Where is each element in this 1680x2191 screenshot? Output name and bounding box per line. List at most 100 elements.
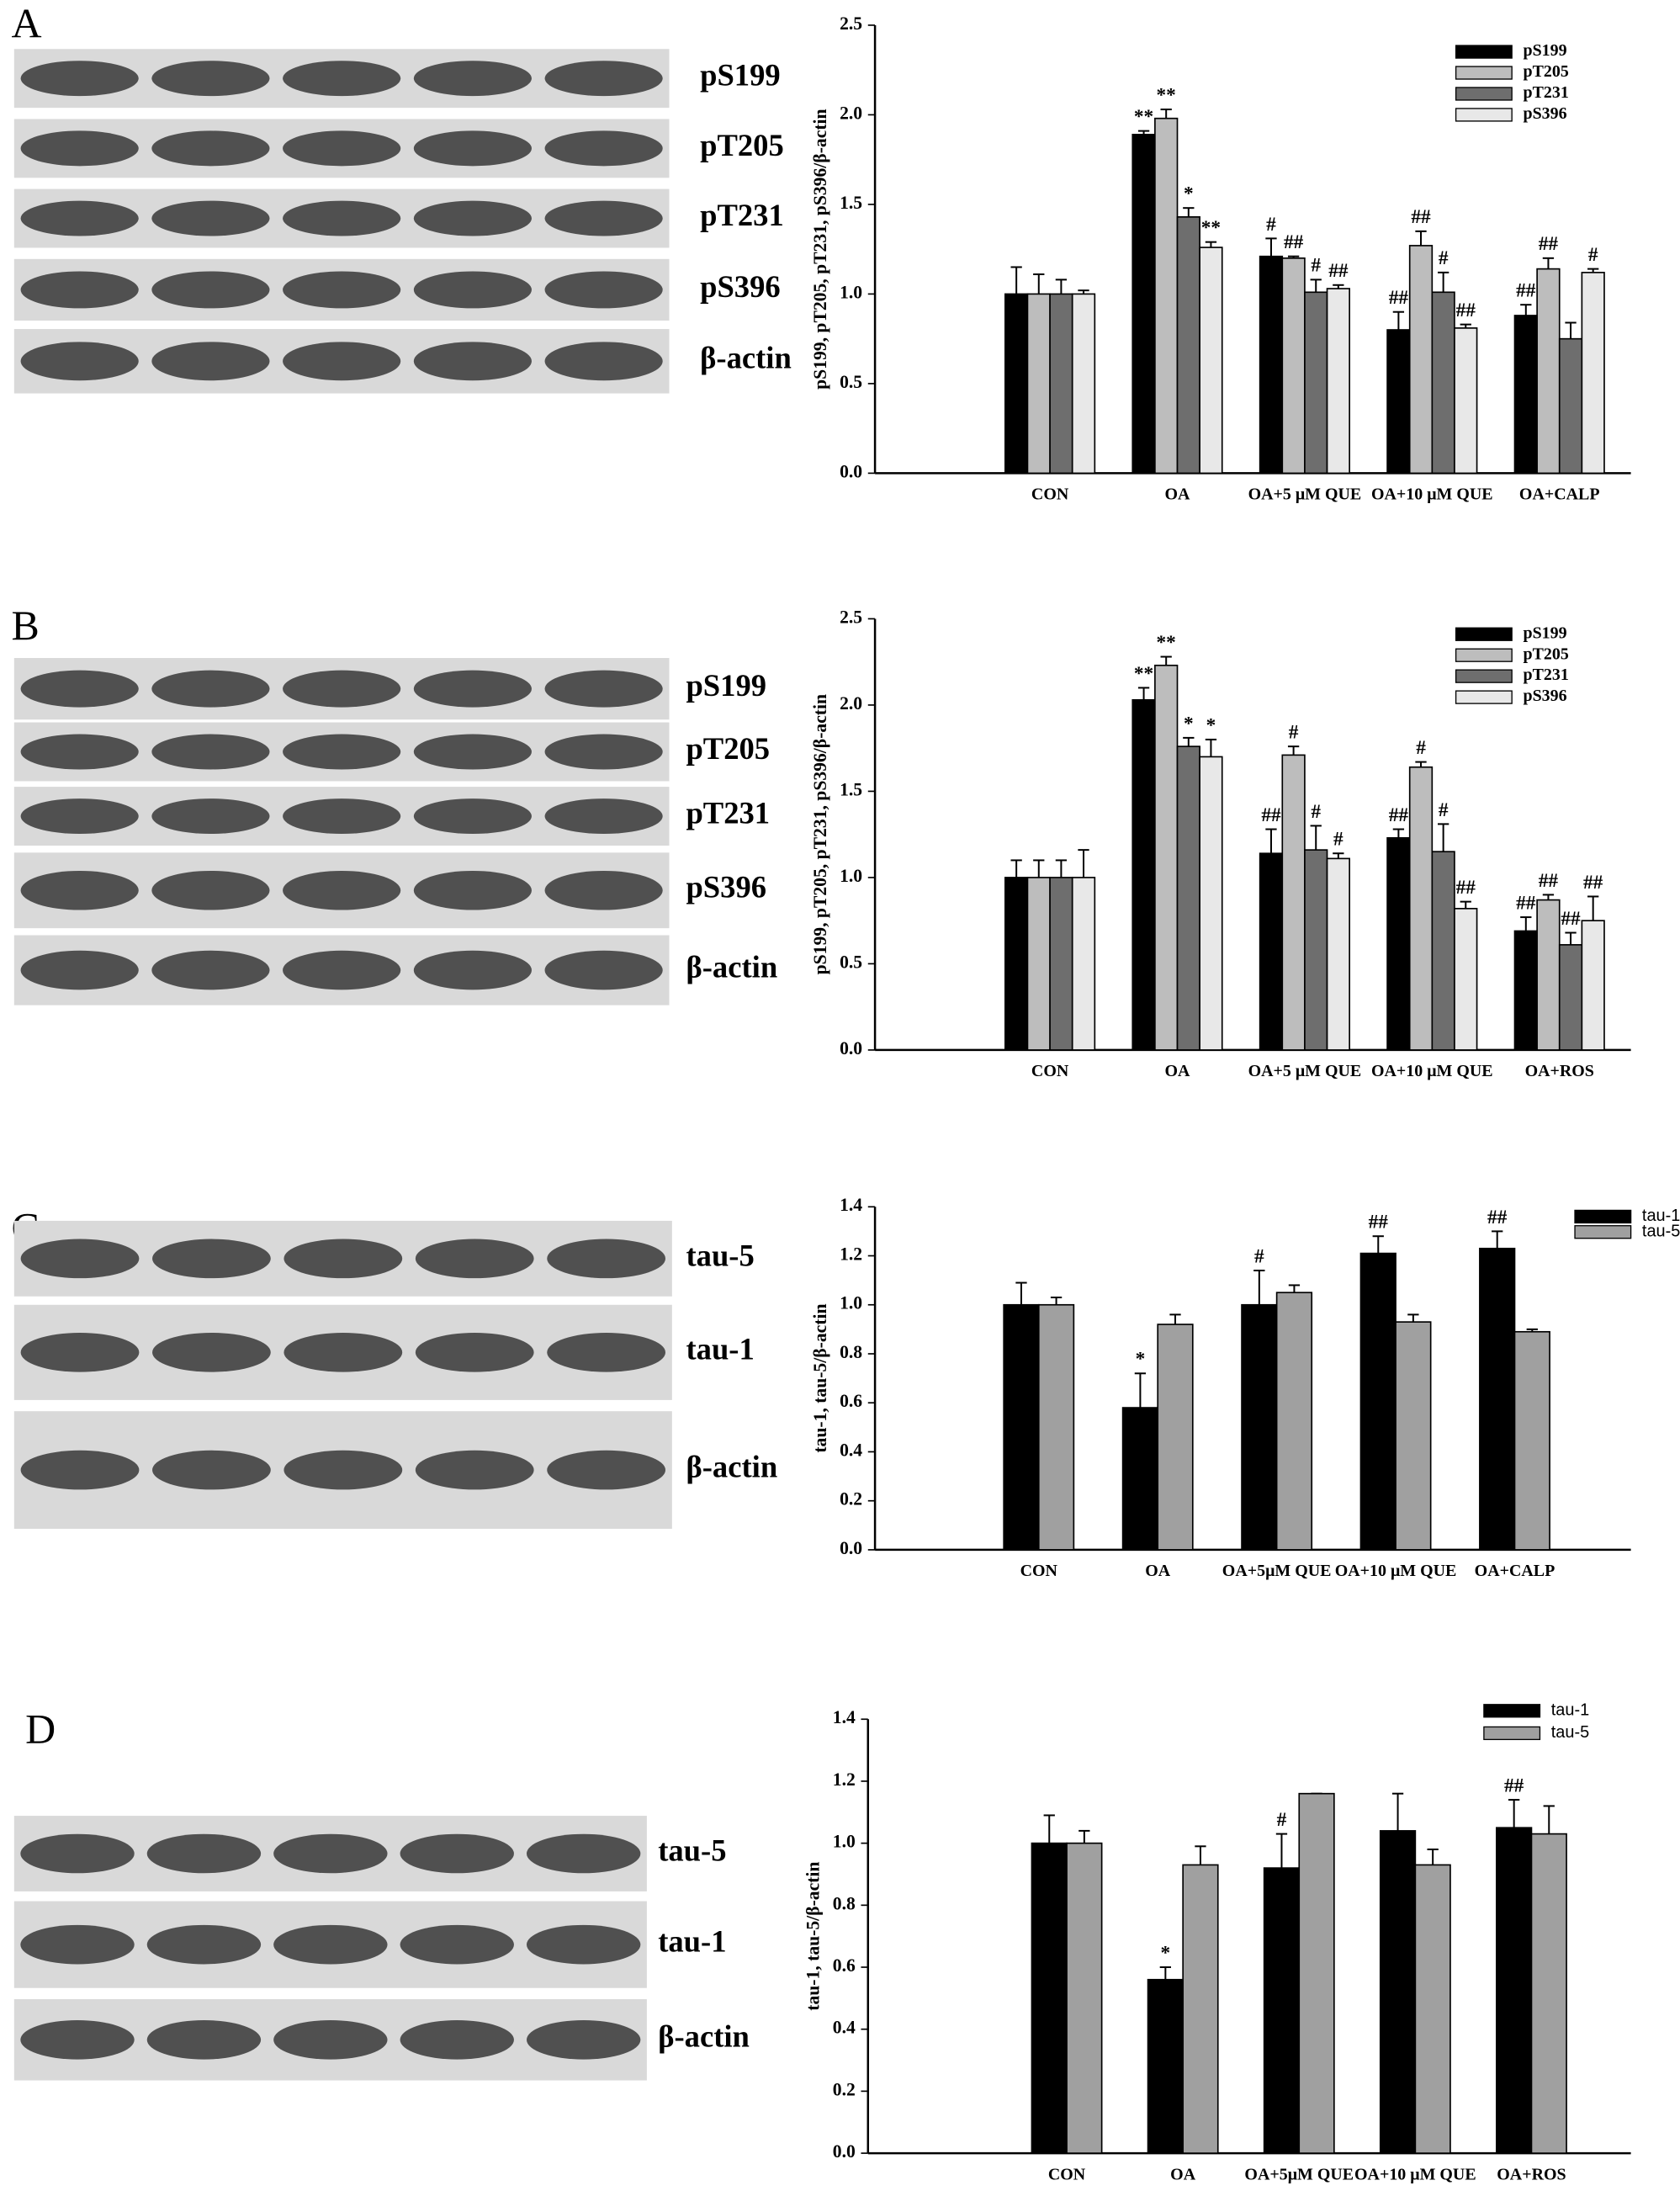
significance-label: ## <box>1539 870 1559 892</box>
blot-label: pT205 <box>686 731 770 766</box>
y-tick-label: 1.0 <box>840 282 862 302</box>
blot-band <box>413 271 532 309</box>
y-tick-label: 2.5 <box>840 13 862 34</box>
legend-swatch <box>1455 627 1513 641</box>
y-tick-label: 0.6 <box>840 1391 862 1411</box>
blot-band <box>547 1239 666 1279</box>
blot-band <box>526 2020 641 2060</box>
blot-band <box>526 1833 641 1874</box>
bar <box>1154 117 1179 475</box>
blot-band <box>273 1924 388 1965</box>
bar <box>1026 877 1051 1051</box>
bar <box>1004 293 1029 475</box>
bar <box>1182 1864 1219 2154</box>
significance-label: ## <box>1456 877 1476 899</box>
bar <box>1004 877 1029 1051</box>
x-tick-label: OA+CALP <box>1475 1562 1555 1580</box>
legend-label: tau-1 <box>1551 1701 1589 1720</box>
blot-band <box>283 870 401 910</box>
y-tick-label: 0.8 <box>840 1342 862 1362</box>
bar <box>1003 1303 1040 1551</box>
blot-band <box>415 1333 534 1372</box>
x-tick-label: OA+5μM QUE <box>1244 2165 1354 2183</box>
blot-label: β-actin <box>700 341 792 375</box>
blot-band <box>283 670 401 708</box>
blot-band <box>544 130 663 167</box>
blot-band <box>151 870 270 910</box>
legend-label: tau-5 <box>1551 1723 1589 1742</box>
y-tick-label: 1.2 <box>840 1244 862 1264</box>
bar <box>1530 1833 1567 2154</box>
significance-label: ## <box>1487 1207 1508 1228</box>
y-tick-label: 0.2 <box>840 1489 862 1509</box>
bar <box>1408 245 1434 475</box>
blot-label: tau-5 <box>658 1833 726 1867</box>
panel-letter: D <box>25 1706 56 1752</box>
legend-label: pT231 <box>1523 666 1568 684</box>
y-tick-label: 0.4 <box>833 2018 856 2038</box>
bar <box>1414 1864 1451 2154</box>
blot-band <box>20 1450 140 1490</box>
blot-band <box>283 271 401 309</box>
legend-label: pS396 <box>1523 687 1566 705</box>
x-tick-label: OA+5 μM QUE <box>1248 1062 1362 1080</box>
blot-band <box>20 200 139 236</box>
blot-band <box>283 798 401 835</box>
bar <box>1049 293 1073 475</box>
blot-band <box>151 670 270 708</box>
bar <box>1071 877 1096 1051</box>
legend-label: pT205 <box>1523 62 1568 81</box>
blot-band <box>273 2020 388 2060</box>
significance-label: # <box>1254 1245 1264 1267</box>
blot-band <box>151 342 270 381</box>
bar <box>1304 291 1328 475</box>
blot-band <box>283 950 401 990</box>
significance-label: ## <box>1261 804 1281 826</box>
blot-band <box>20 870 139 910</box>
blot-label: pS396 <box>686 870 766 905</box>
bar <box>1326 288 1350 475</box>
significance-label: ** <box>1157 84 1176 106</box>
y-tick-label: 1.0 <box>833 1832 856 1852</box>
x-tick-label: OA <box>1165 1062 1191 1080</box>
y-tick-label: 1.0 <box>840 1293 862 1313</box>
bar <box>1131 134 1156 475</box>
bar <box>1176 216 1200 475</box>
significance-label: ## <box>1389 804 1409 826</box>
significance-label: * <box>1136 1349 1146 1371</box>
blot-band <box>20 271 139 309</box>
y-axis-title: tau-1, tau-5/β-actin <box>803 1862 824 2011</box>
bar <box>1298 1792 1335 2154</box>
significance-label: # <box>1311 801 1321 823</box>
blot-band <box>151 271 270 309</box>
significance-label: ## <box>1284 231 1304 253</box>
x-tick-label: CON <box>1031 485 1069 504</box>
blot-band <box>20 1924 135 1965</box>
significance-label: ## <box>1369 1212 1389 1233</box>
bar <box>1513 930 1538 1051</box>
blot-band <box>413 130 532 167</box>
significance-label: ## <box>1389 287 1409 309</box>
significance-label: # <box>1311 255 1321 277</box>
legend-swatch <box>1455 648 1513 662</box>
bar <box>1147 1978 1184 2154</box>
legend-swatch <box>1455 690 1513 704</box>
bar <box>1479 1247 1516 1551</box>
bar <box>1263 1867 1301 2154</box>
bar <box>1121 1407 1159 1551</box>
significance-label: * <box>1184 183 1194 205</box>
bar <box>1131 698 1156 1051</box>
bar <box>1071 293 1096 475</box>
blot-band <box>20 950 139 990</box>
blot-label: tau-1 <box>658 1924 726 1959</box>
blot-band <box>284 1333 403 1372</box>
x-tick-label: OA+CALP <box>1519 485 1600 504</box>
bar <box>1037 1303 1075 1551</box>
x-tick-label: OA <box>1145 1562 1171 1580</box>
bar <box>1536 268 1561 475</box>
legend-label: tau-5 <box>1642 1222 1680 1240</box>
x-tick-label: CON <box>1020 1562 1058 1580</box>
significance-label: * <box>1206 714 1216 736</box>
bar <box>1275 1292 1313 1551</box>
y-axis-title: tau-1, tau-5/β-actin <box>810 1304 830 1453</box>
